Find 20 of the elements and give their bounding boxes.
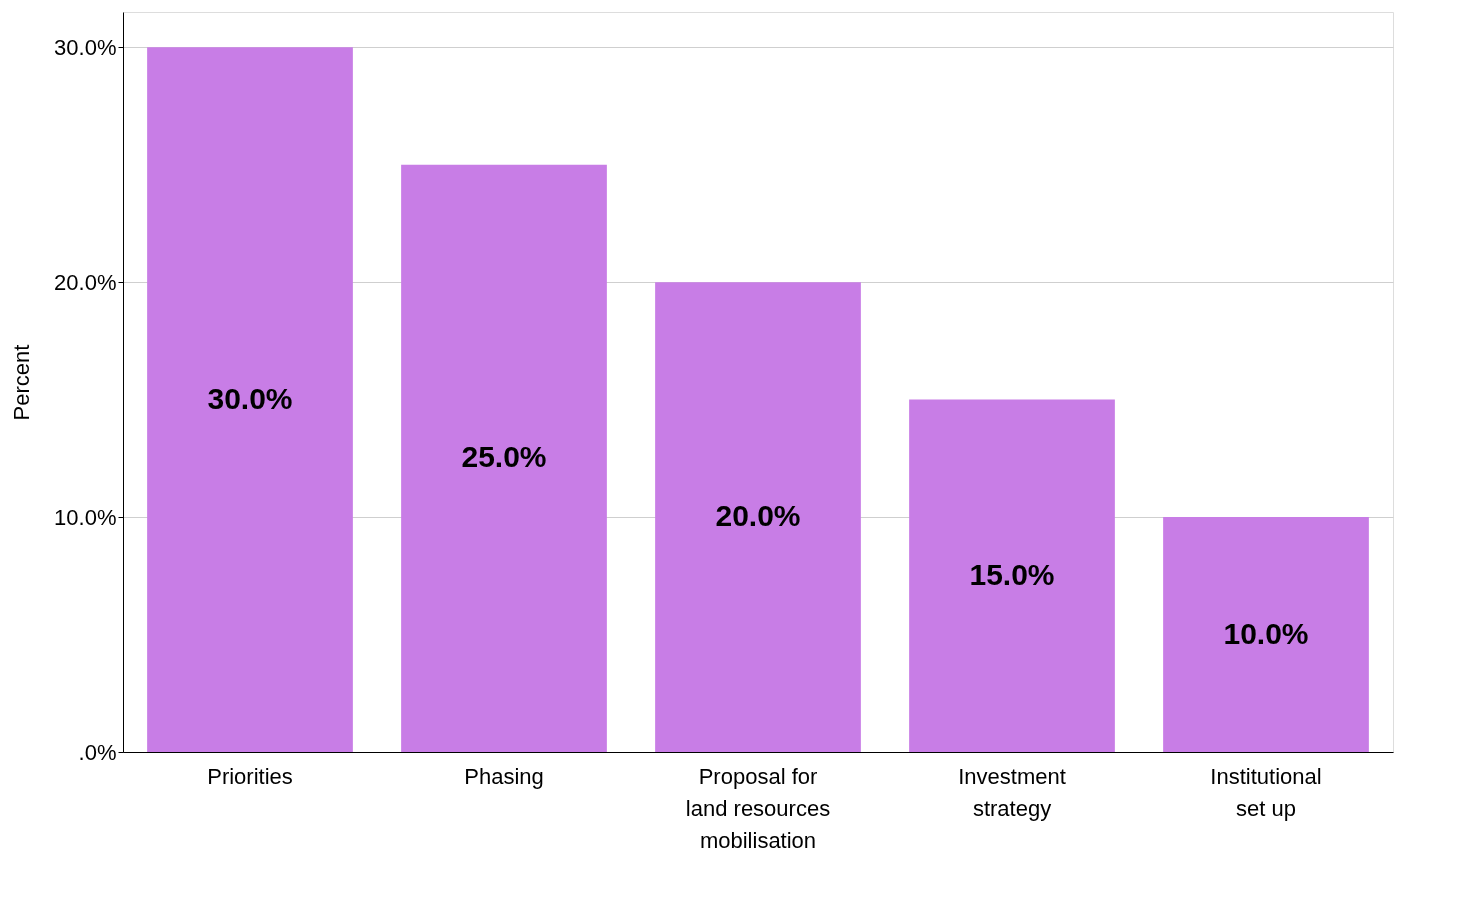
data-label: 10.0% bbox=[1223, 616, 1309, 650]
x-tick-label: Priorities bbox=[207, 763, 293, 789]
x-tick-label: Proposal for land resources mobilisation bbox=[685, 763, 831, 853]
bar bbox=[401, 164, 607, 752]
y-tick-label: 20.0% bbox=[54, 269, 117, 295]
y-tick-label: 30.0% bbox=[54, 34, 117, 60]
y-axis-title: Percent bbox=[9, 344, 35, 421]
x-tick-label: Institutional set up bbox=[1210, 763, 1322, 821]
y-tick-label: .0% bbox=[78, 739, 117, 765]
data-label: 30.0% bbox=[207, 381, 293, 415]
x-tick-label: Phasing bbox=[464, 763, 544, 789]
data-label: 15.0% bbox=[969, 557, 1055, 591]
bar bbox=[655, 282, 861, 752]
data-label: 25.0% bbox=[461, 440, 547, 474]
bar bbox=[1163, 517, 1369, 752]
bar bbox=[909, 399, 1115, 752]
y-tick-label: 10.0% bbox=[54, 504, 117, 530]
data-label: 20.0% bbox=[715, 499, 801, 533]
bar bbox=[147, 47, 353, 752]
x-tick-label: Investment strategy bbox=[958, 763, 1066, 821]
